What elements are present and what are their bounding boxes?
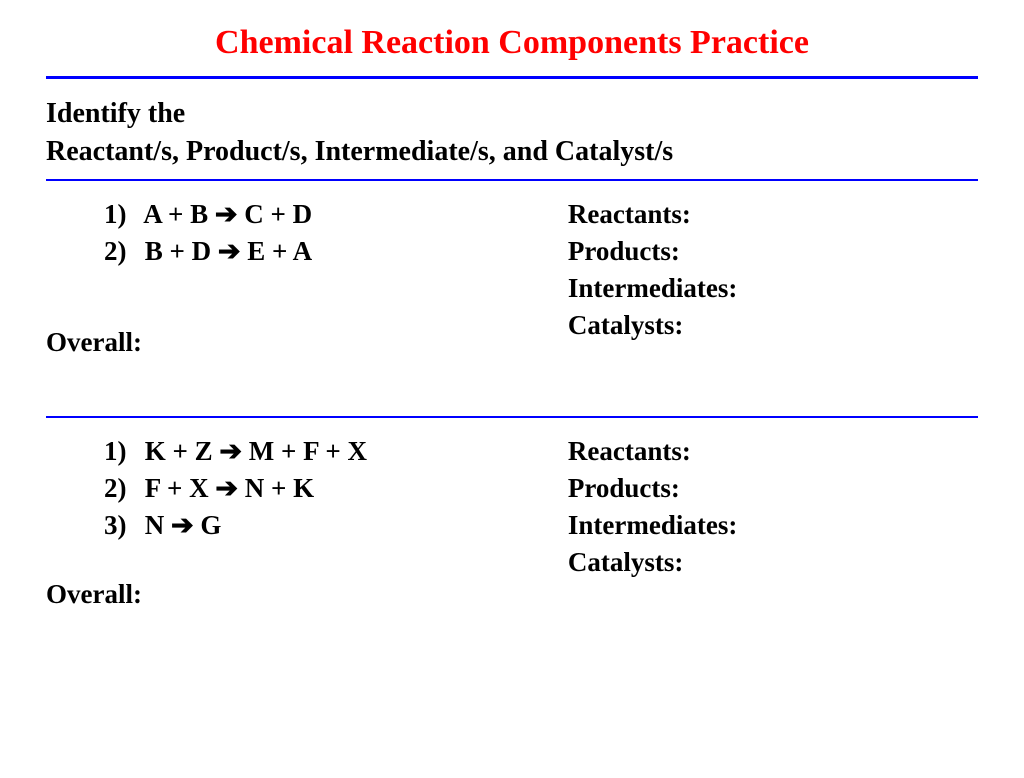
reaction-line: 1) A + B ➔ C + D [104,199,568,230]
answers-column: Reactants: Products: Intermediates: Cata… [568,199,978,358]
reactions-column: 1) K + Z ➔ M + F + X 2) F + X ➔ N + K 3)… [46,436,568,610]
instruction-line-1: Identify the [46,98,185,129]
divider-between-problems [46,416,978,418]
answer-catalysts: Catalysts: [568,547,978,578]
reaction-rhs: C + D [244,199,312,229]
reaction-line: 1) K + Z ➔ M + F + X [104,436,568,467]
arrow-icon: ➔ [171,510,194,541]
arrow-icon: ➔ [215,199,238,230]
reaction-lhs: N [145,510,165,540]
answer-products: Products: [568,236,978,267]
answer-reactants: Reactants: [568,436,978,467]
reaction-lhs: A + B [143,199,208,229]
reaction-number: 1) [104,436,138,467]
answer-reactants: Reactants: [568,199,978,230]
reaction-rhs: E + A [247,236,312,266]
reaction-number: 2) [104,236,138,267]
answer-catalysts: Catalysts: [568,310,978,341]
problem-block: 1) A + B ➔ C + D 2) B + D ➔ E + A Overal… [46,199,978,358]
answer-products: Products: [568,473,978,504]
reaction-line: 2) F + X ➔ N + K [104,473,568,504]
worksheet-page: Chemical Reaction Components Practice Id… [0,0,1024,778]
reaction-rhs: G [200,510,221,540]
divider-top [46,76,978,79]
reaction-number: 1) [104,199,138,230]
answers-column: Reactants: Products: Intermediates: Cata… [568,436,978,610]
reaction-line: 2) B + D ➔ E + A [104,236,568,267]
instruction-text: Identify the Reactant/s, Product/s, Inte… [46,95,978,171]
divider-under-instruction [46,179,978,181]
instruction-line-2: Reactant/s, Product/s, Intermediate/s, a… [46,136,673,167]
spacer [46,382,978,416]
reaction-line: 3) N ➔ G [104,510,568,541]
reaction-rhs: M + F + X [249,436,367,466]
reaction-number: 2) [104,473,138,504]
answer-intermediates: Intermediates: [568,510,978,541]
problem-block: 1) K + Z ➔ M + F + X 2) F + X ➔ N + K 3)… [46,436,978,610]
reaction-lhs: F + X [145,473,209,503]
arrow-icon: ➔ [215,473,238,504]
reaction-rhs: N + K [245,473,314,503]
arrow-icon: ➔ [219,436,242,467]
reaction-number: 3) [104,510,138,541]
page-title: Chemical Reaction Components Practice [46,24,978,62]
overall-label: Overall: [46,579,568,610]
answer-intermediates: Intermediates: [568,273,978,304]
overall-label: Overall: [46,327,568,358]
arrow-icon: ➔ [218,236,241,267]
reactions-column: 1) A + B ➔ C + D 2) B + D ➔ E + A Overal… [46,199,568,358]
reaction-lhs: K + Z [145,436,213,466]
reaction-lhs: B + D [145,236,211,266]
